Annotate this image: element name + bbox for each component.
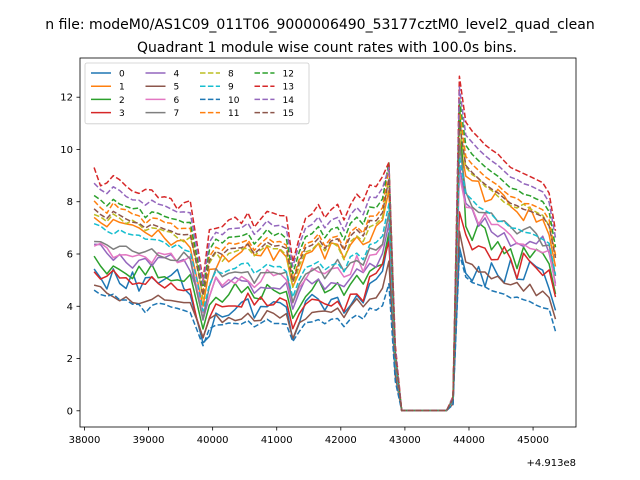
legend-label-11: 11 <box>228 109 239 119</box>
series-line-6 <box>93 173 557 412</box>
series-layer <box>93 75 557 412</box>
legend-label-6: 6 <box>174 96 180 106</box>
legend-label-12: 12 <box>283 70 294 80</box>
x-tick-label: 43000 <box>389 435 421 446</box>
y-tick-label: 2 <box>67 354 73 365</box>
series-line-10 <box>93 252 557 412</box>
legend-label-15: 15 <box>283 109 294 119</box>
x-axis: 38000 39000 40000 41000 42000 43000 44000 45000 <box>69 427 549 446</box>
legend-label-1: 1 <box>119 83 125 93</box>
series-line-14 <box>93 86 557 412</box>
x-tick-label: 40000 <box>197 435 229 446</box>
legend-label-14: 14 <box>283 96 295 106</box>
legend-box <box>84 62 310 125</box>
legend-label-9: 9 <box>228 83 234 93</box>
series-line-5 <box>93 230 557 412</box>
x-tick-label: 39000 <box>133 435 165 446</box>
y-axis: 0 2 4 6 8 10 12 <box>60 93 80 417</box>
x-offset-label: +4.913e8 <box>526 458 576 469</box>
legend-label-5: 5 <box>174 83 180 93</box>
series-line-7 <box>94 143 557 412</box>
plot-frame <box>79 57 577 428</box>
legend-label-0: 0 <box>119 70 125 80</box>
series-line-15 <box>93 122 557 412</box>
figure-suptitle: n file: modeM0/AS1C09_011T06_9000006490_… <box>45 17 594 33</box>
x-tick-label: 41000 <box>261 435 293 446</box>
y-tick-label: 12 <box>60 93 73 104</box>
legend-label-2: 2 <box>119 96 125 106</box>
x-tick-label: 38000 <box>69 435 101 446</box>
x-tick-label: 42000 <box>325 435 357 446</box>
legend-label-3: 3 <box>119 109 125 119</box>
series-line-12 <box>93 97 557 412</box>
legend-label-13: 13 <box>283 83 294 93</box>
y-tick-label: 8 <box>67 197 73 208</box>
series-line-1 <box>93 138 557 412</box>
y-tick-label: 10 <box>60 145 73 156</box>
series-line-3 <box>93 211 557 412</box>
y-tick-label: 0 <box>67 406 73 417</box>
legend-label-4: 4 <box>174 70 180 80</box>
x-tick-label: 45000 <box>517 435 549 446</box>
legend-label-8: 8 <box>228 70 234 80</box>
series-line-13 <box>93 75 557 412</box>
x-tick-label: 44000 <box>453 435 485 446</box>
y-tick-label: 6 <box>67 249 73 260</box>
legend-label-10: 10 <box>228 96 240 106</box>
series-line-11 <box>93 108 557 412</box>
y-tick-label: 4 <box>67 302 73 313</box>
legend-label-7: 7 <box>174 109 180 119</box>
chart-title: Quadrant 1 module wise count rates with … <box>137 40 517 56</box>
series-line-9 <box>93 156 557 412</box>
